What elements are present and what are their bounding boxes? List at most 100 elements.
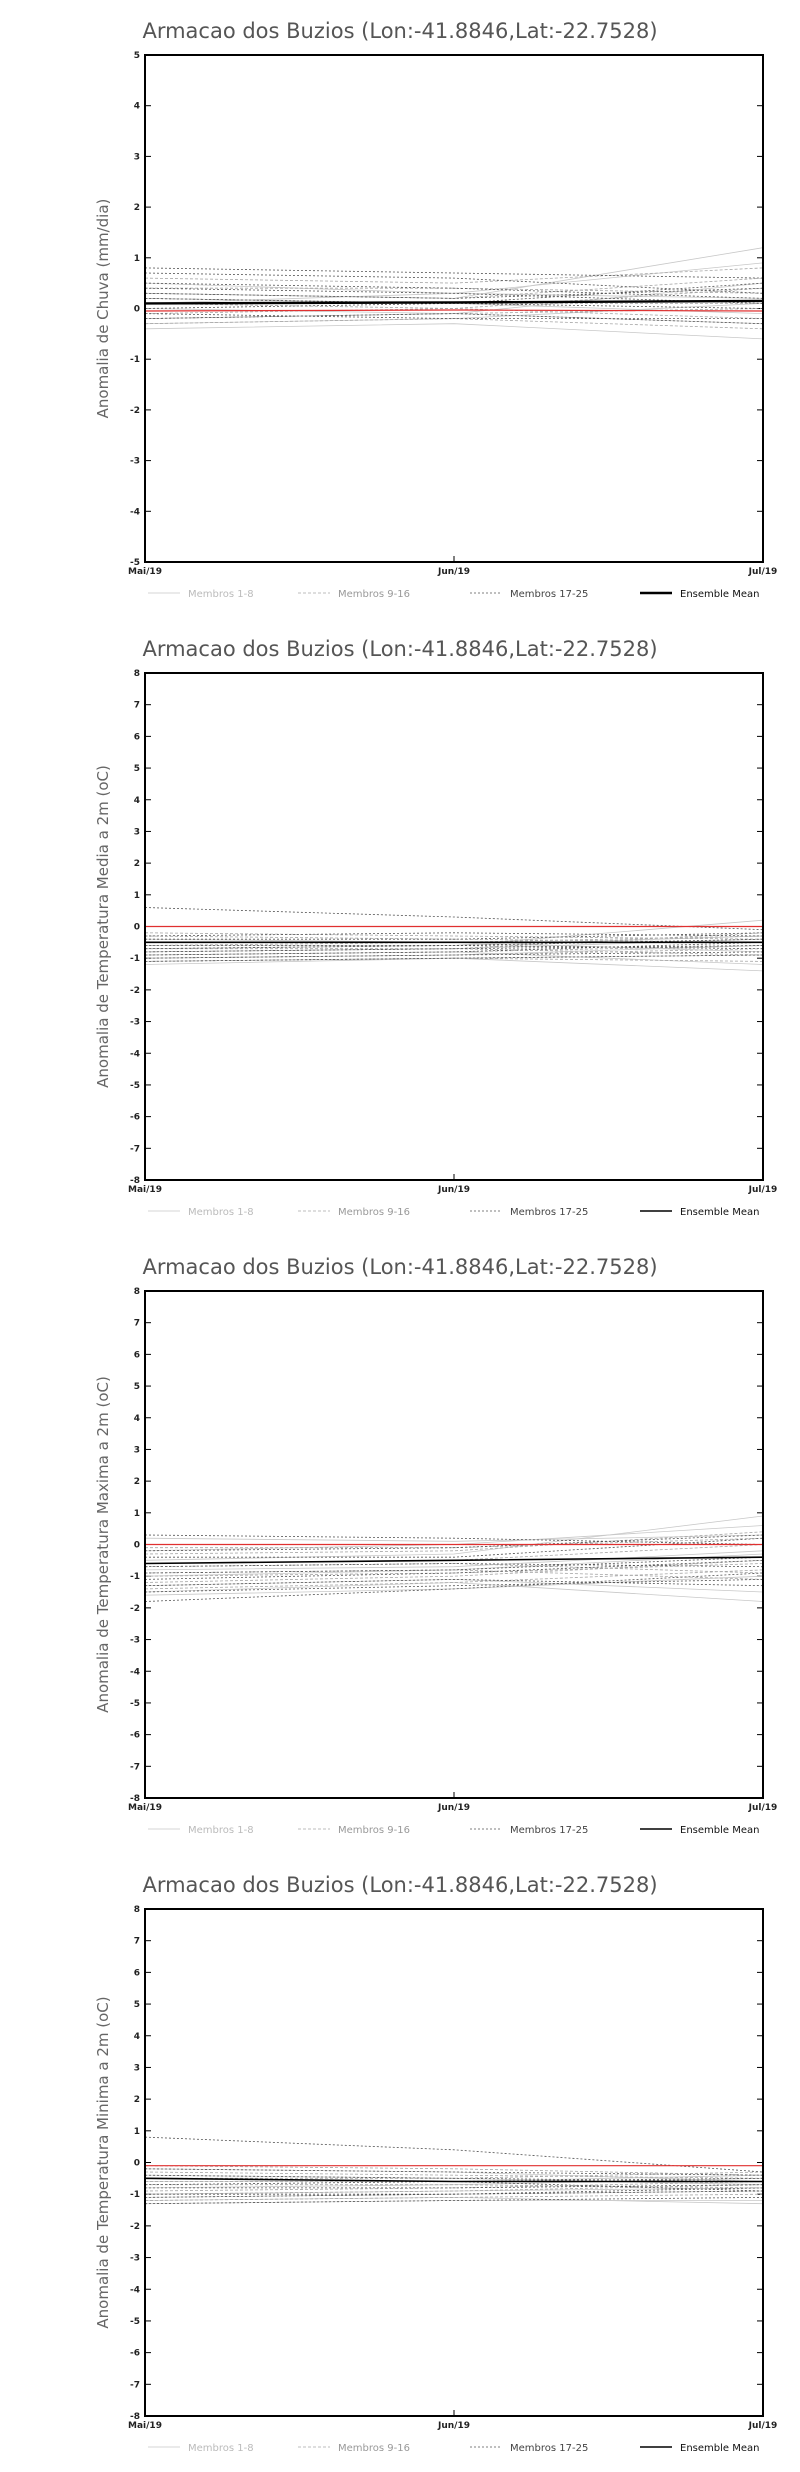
members-17-25-line — [144, 1534, 764, 1552]
y-tick-label: 7 — [134, 701, 140, 711]
y-tick-label: -4 — [130, 1667, 140, 1677]
ensemble-mean-line — [144, 2177, 763, 2183]
members-9-16-line — [144, 2181, 764, 2192]
y-tick-label: -3 — [130, 2254, 140, 2264]
members-1-8-line — [144, 2177, 764, 2189]
y-tick-label: -6 — [130, 1113, 140, 1123]
y-tick-label: 5 — [134, 764, 140, 774]
y-tick-label: 5 — [134, 51, 140, 61]
y-tick-label: 7 — [134, 1319, 140, 1329]
x-tick-label: Jul/19 — [748, 1803, 778, 1813]
y-axis-label: Anomalia de Temperatura Media a 2m (oC) — [94, 765, 112, 1088]
y-tick-label: 0 — [134, 923, 140, 933]
y-tick-label: -1 — [130, 355, 140, 365]
x-tick-label: Jul/19 — [748, 2421, 778, 2431]
members-17-25-line — [144, 954, 764, 962]
y-tick-label: 1 — [134, 254, 140, 264]
members-9-16-line — [144, 945, 764, 956]
chart-svg: Armacao dos Buzios (Lon:-41.8846,Lat:-22… — [94, 1255, 778, 1836]
y-tick-label: 1 — [134, 1509, 140, 1519]
members-1-8-line — [144, 1582, 764, 1602]
y-tick-label: -8 — [130, 1794, 140, 1804]
y-tick-label: -7 — [130, 1144, 140, 1154]
members-9-16-line — [145, 2171, 764, 2179]
legend-label: Membros 17-25 — [510, 1825, 588, 1836]
y-tick-label: 0 — [134, 2159, 140, 2169]
members-9-16-line — [144, 1531, 764, 1555]
members-9-16-line — [144, 1563, 764, 1574]
chart-svg: Armacao dos Buzios (Lon:-41.8846,Lat:-22… — [94, 19, 778, 600]
ensemble-mean-line — [144, 1556, 764, 1565]
y-tick-label: 6 — [134, 732, 140, 742]
y-tick-label: 1 — [134, 2127, 140, 2137]
members-17-25-line — [144, 932, 764, 937]
members-17-25-line — [144, 2197, 764, 2205]
y-tick-label: 4 — [134, 2032, 140, 2042]
y-tick-label: -5 — [130, 1081, 140, 1091]
members-1-8-line — [144, 323, 764, 340]
y-tick-label: 2 — [134, 859, 140, 869]
members-17-25-line — [144, 313, 764, 325]
y-tick-label: 0 — [134, 1541, 140, 1551]
y-tick-label: 3 — [134, 152, 140, 162]
x-tick-label: Jul/19 — [748, 1185, 778, 1195]
y-tick-label: -1 — [130, 2190, 140, 2200]
members-9-16-line — [145, 1537, 764, 1549]
y-tick-label: -4 — [130, 507, 140, 517]
members-9-16-line — [144, 2171, 764, 2179]
members-17-25-line — [144, 2187, 764, 2198]
x-tick-label: Jun/19 — [437, 1803, 470, 1813]
members-17-25-line — [144, 941, 764, 956]
x-tick-label: Mai/19 — [128, 1185, 162, 1195]
members-17-25-line — [144, 1578, 764, 1587]
chart-panel-3: Armacao dos Buzios (Lon:-41.8846,Lat:-22… — [0, 1236, 800, 1854]
chart-panel-1: Armacao dos Buzios (Lon:-41.8846,Lat:-22… — [0, 0, 800, 618]
x-tick-label: Mai/19 — [128, 567, 162, 577]
legend-label: Membros 1-8 — [188, 589, 254, 600]
y-tick-label: 4 — [134, 796, 140, 806]
members-17-25-line — [144, 945, 764, 953]
y-tick-label: -2 — [130, 986, 140, 996]
legend-label: Membros 9-16 — [338, 1825, 410, 1836]
legend-label: Membros 1-8 — [188, 1825, 254, 1836]
members-9-16-line — [144, 277, 764, 299]
legend-label: Membros 1-8 — [188, 2443, 254, 2454]
y-tick-label: -5 — [130, 2317, 140, 2327]
y-tick-label: 8 — [134, 1905, 140, 1915]
y-tick-label: -2 — [130, 1604, 140, 1614]
x-tick-label: Jun/19 — [437, 567, 470, 577]
members-17-25-line — [144, 282, 764, 299]
y-tick-label: 3 — [134, 1445, 140, 1455]
y-axis-label: Anomalia de Temperatura Minima a 2m (oC) — [94, 1996, 112, 2328]
members-17-25-line — [144, 1556, 764, 1574]
members-17-25-line — [144, 2136, 764, 2173]
y-tick-label: 2 — [134, 2095, 140, 2105]
members-17-25-line — [144, 1563, 764, 1568]
members-17-25-line — [145, 1537, 764, 1558]
members-9-16-line — [144, 935, 764, 943]
members-17-25-line — [144, 313, 763, 319]
legend-label: Ensemble Mean — [680, 1207, 759, 1218]
members-9-16-line — [144, 2184, 764, 2195]
members-1-8-line — [144, 1515, 764, 1561]
ensemble-mean-line — [144, 299, 764, 305]
chart-title: Armacao dos Buzios (Lon:-41.8846,Lat:-22… — [142, 637, 657, 661]
y-tick-label: 1 — [134, 891, 140, 901]
members-9-16-line — [144, 1569, 764, 1590]
members-17-25-line — [145, 2190, 764, 2195]
legend-label: Ensemble Mean — [680, 1825, 759, 1836]
y-tick-label: -1 — [130, 954, 140, 964]
legend-label: Ensemble Mean — [680, 589, 759, 600]
members-9-16-line — [144, 957, 764, 962]
y-tick-label: 5 — [134, 2000, 140, 2010]
members-9-16-line — [144, 267, 764, 284]
y-tick-label: -6 — [130, 1731, 140, 1741]
x-tick-label: Jul/19 — [748, 567, 778, 577]
y-tick-label: 4 — [134, 102, 140, 112]
y-tick-label: -2 — [130, 2222, 140, 2232]
members-9-16-line — [144, 287, 764, 314]
chart-panel-2: Armacao dos Buzios (Lon:-41.8846,Lat:-22… — [0, 618, 800, 1236]
members-9-16-line — [144, 298, 763, 304]
members-17-25-line — [144, 272, 764, 294]
members-9-16-line — [144, 2193, 764, 2201]
